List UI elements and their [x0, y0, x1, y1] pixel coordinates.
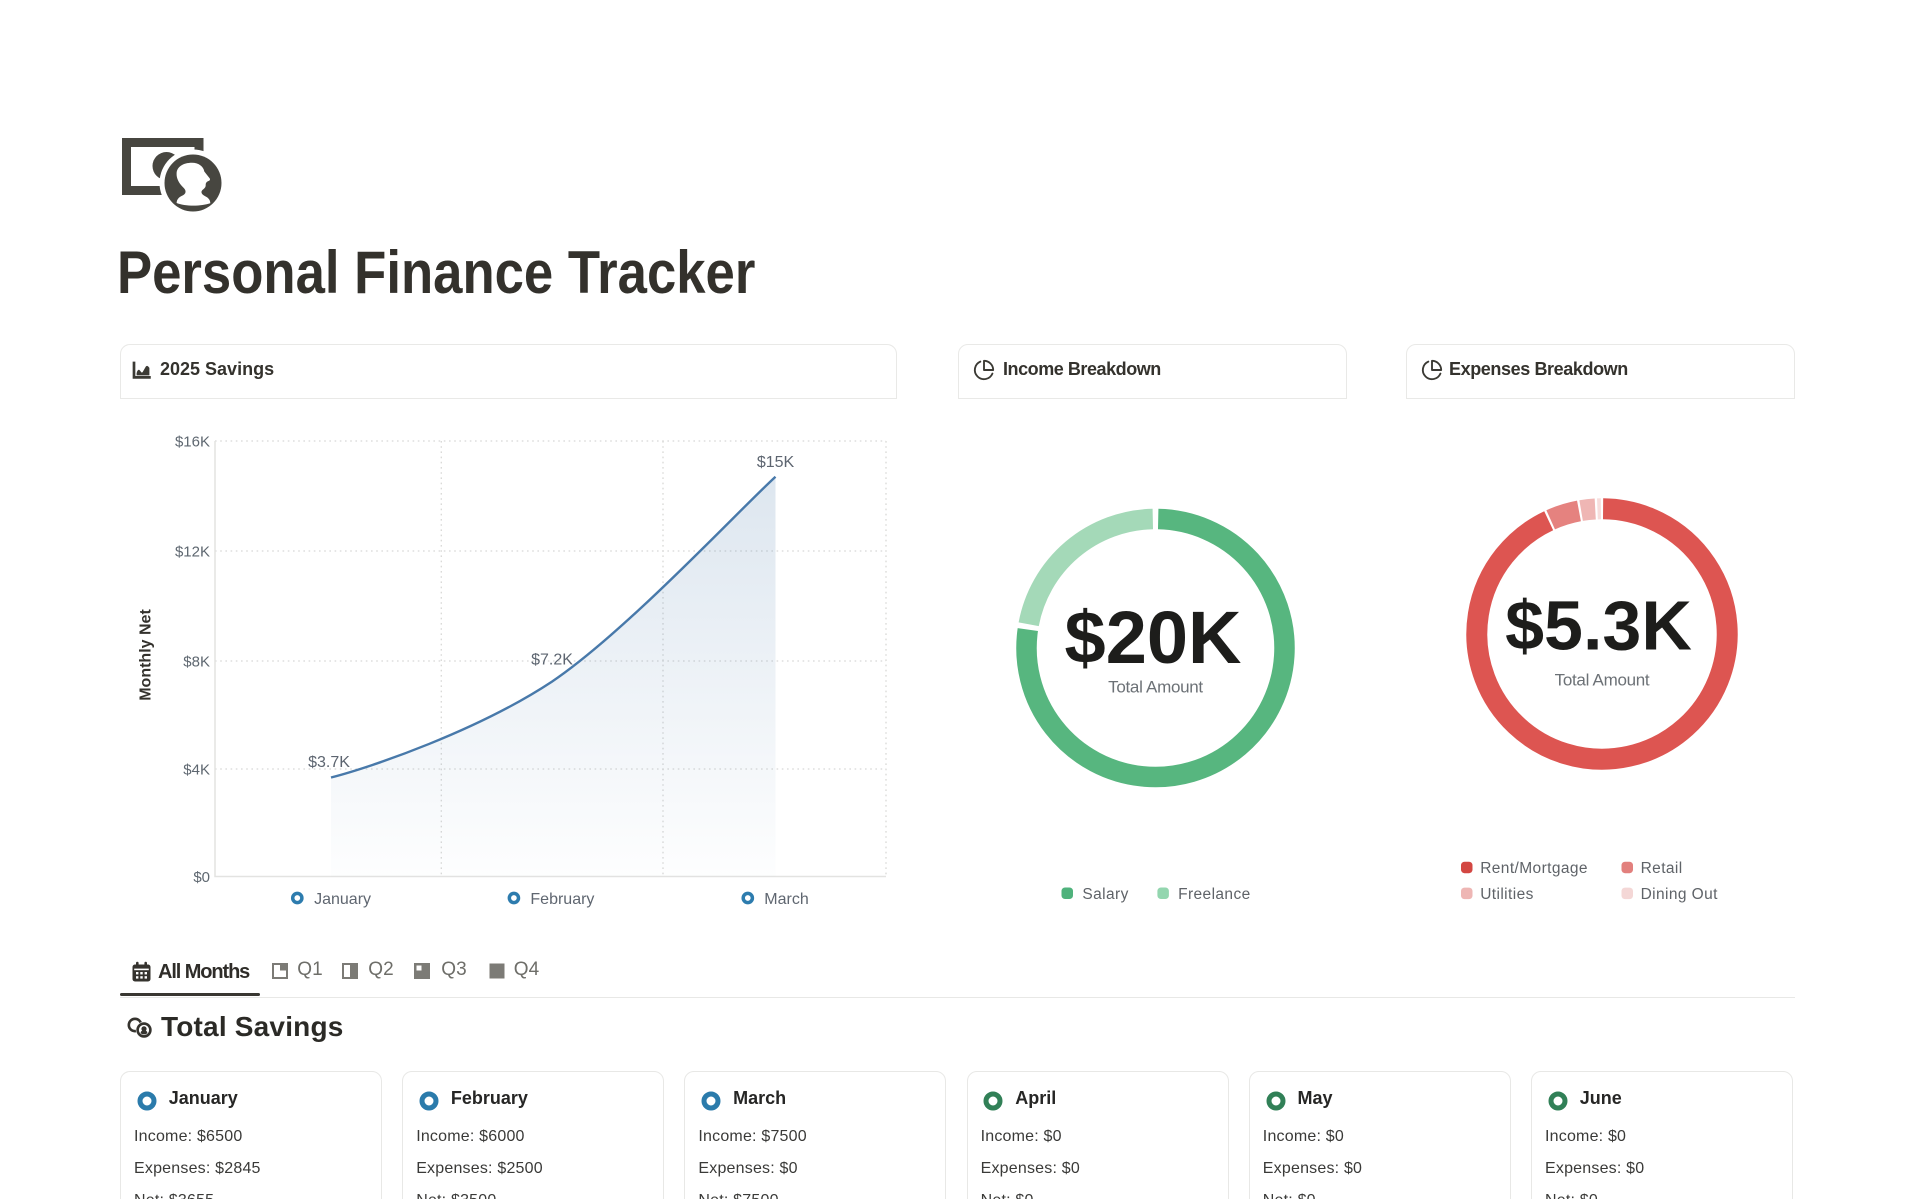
svg-text:Total Amount: Total Amount	[1108, 678, 1203, 697]
svg-text:March: March	[764, 891, 808, 908]
svg-text:Rent/Mortgage: Rent/Mortgage	[1480, 860, 1588, 877]
svg-text:$16K: $16K	[175, 434, 210, 451]
svg-text:$12K: $12K	[175, 544, 210, 561]
svg-text:Retail: Retail	[1641, 860, 1683, 877]
svg-text:January: January	[314, 891, 371, 908]
svg-text:Dining Out: Dining Out	[1641, 886, 1719, 903]
svg-text:Total Amount: Total Amount	[1555, 671, 1650, 690]
svg-text:$20K: $20K	[1064, 596, 1241, 679]
svg-text:$7.2K: $7.2K	[531, 651, 573, 668]
svg-text:$4K: $4K	[183, 762, 210, 779]
svg-text:Salary: Salary	[1082, 886, 1128, 903]
svg-text:$0: $0	[193, 869, 210, 886]
svg-text:February: February	[530, 891, 594, 908]
svg-text:Utilities: Utilities	[1480, 886, 1534, 903]
svg-text:$8K: $8K	[183, 654, 210, 671]
svg-text:Monthly Net: Monthly Net	[138, 609, 155, 701]
svg-text:$15K: $15K	[757, 454, 795, 471]
svg-text:$5.3K: $5.3K	[1505, 587, 1692, 665]
svg-text:$3.7K: $3.7K	[308, 754, 350, 771]
svg-text:Freelance: Freelance	[1178, 886, 1251, 903]
